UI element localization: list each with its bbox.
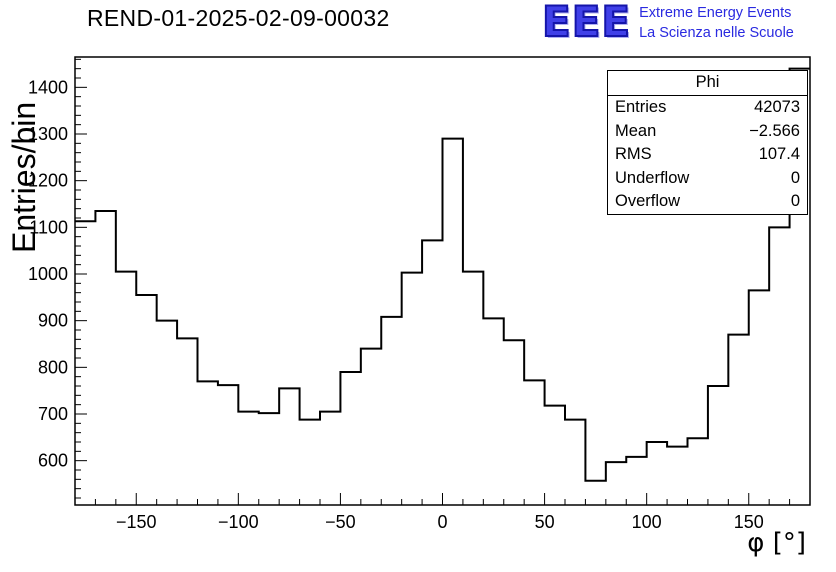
stats-row-entries: Entries 42073 <box>608 96 807 120</box>
svg-text:800: 800 <box>38 357 68 377</box>
eee-logo: EEE Extreme Energy Events La Scienza nel… <box>541 0 794 46</box>
eee-logo-text: EEE <box>541 0 632 46</box>
x-axis: −150 −100 −50 0 50 100 150 <box>74 493 811 532</box>
y-axis: 600 700 800 900 1000 1100 1200 1300 1400 <box>28 58 87 499</box>
logo-line2: La Scienza nelle Scuole <box>639 25 794 41</box>
logo-line1: Extreme Energy Events <box>639 5 792 21</box>
eee-logo-caption: Extreme Energy Events La Scienza nelle S… <box>639 5 794 41</box>
plot-title: REND-01-2025-02-09-00032 <box>87 5 390 31</box>
stats-label: Entries <box>615 98 667 116</box>
stats-row-underflow: Underflow 0 <box>608 167 807 191</box>
stats-label: Mean <box>615 121 657 140</box>
histogram-step-line <box>75 67 810 482</box>
svg-text:150: 150 <box>734 512 764 532</box>
stats-label: RMS <box>615 145 652 163</box>
svg-text:600: 600 <box>38 451 68 471</box>
svg-text:50: 50 <box>535 512 555 532</box>
svg-text:1300: 1300 <box>28 124 68 144</box>
stats-value: 107.4 <box>758 145 800 163</box>
svg-text:1100: 1100 <box>29 217 68 237</box>
x-axis-title: φ [°] <box>747 528 806 558</box>
stats-box: Phi Entries 42073 Mean −2.566 RMS 107.4 … <box>607 70 808 215</box>
svg-text:−100: −100 <box>218 512 259 532</box>
stats-row-overflow: Overflow 0 <box>608 190 807 214</box>
stats-label: Overflow <box>615 192 681 210</box>
stats-label: Underflow <box>615 168 690 187</box>
svg-text:700: 700 <box>38 404 68 424</box>
svg-text:1400: 1400 <box>28 77 68 97</box>
stats-row-rms: RMS 107.4 <box>608 143 807 167</box>
stats-row-mean: Mean −2.566 <box>608 120 807 144</box>
svg-text:900: 900 <box>38 311 68 331</box>
stats-value: 0 <box>790 168 800 187</box>
y-axis-title: Entries/bin <box>6 101 42 253</box>
svg-text:−50: −50 <box>325 512 356 532</box>
stats-title: Phi <box>608 71 807 96</box>
stats-value: 0 <box>790 192 800 210</box>
stats-value: 42073 <box>754 98 800 116</box>
stats-value: −2.566 <box>749 121 800 140</box>
svg-text:0: 0 <box>437 512 447 532</box>
svg-text:1000: 1000 <box>28 264 68 284</box>
svg-text:100: 100 <box>632 512 662 532</box>
svg-text:−150: −150 <box>116 512 157 532</box>
svg-text:1200: 1200 <box>28 171 68 191</box>
